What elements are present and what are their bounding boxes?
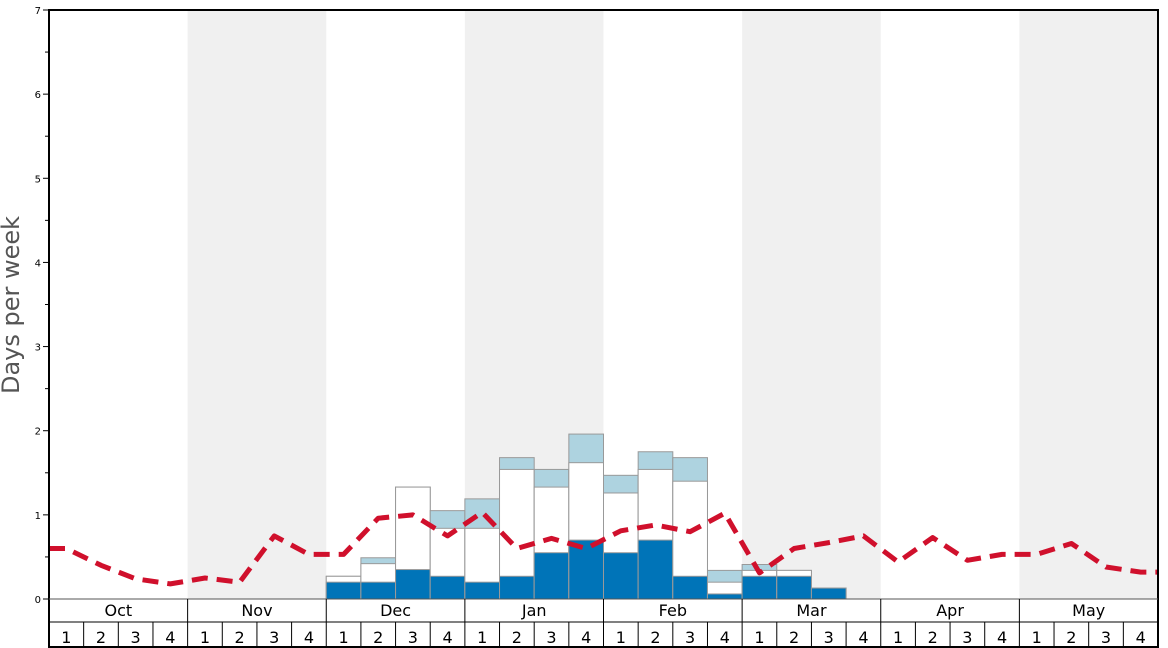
week-label: 2 <box>789 628 799 647</box>
week-label: 1 <box>200 628 210 647</box>
bar-dark <box>672 575 708 600</box>
month-band <box>742 10 881 599</box>
week-label: 2 <box>235 628 245 647</box>
bar-dark <box>429 575 466 600</box>
bar-dark <box>637 539 674 600</box>
week-label: 4 <box>1136 628 1146 647</box>
week-label: 2 <box>1066 628 1076 647</box>
month-label: Nov <box>241 601 272 620</box>
y-tick-label: 7 <box>35 6 41 17</box>
week-label: 4 <box>442 628 452 647</box>
y-tick-label: 5 <box>35 174 41 185</box>
y-tick-label: 1 <box>35 511 41 522</box>
y-tick-label: 2 <box>35 427 41 438</box>
month-label: Mar <box>796 601 827 620</box>
bar-dark <box>810 587 847 600</box>
month-label: Feb <box>659 601 687 620</box>
bar-dark <box>395 569 431 600</box>
week-label: 2 <box>373 628 383 647</box>
week-label: 3 <box>269 628 279 647</box>
month-bands <box>187 10 1158 599</box>
y-tick-label: 4 <box>35 258 41 269</box>
average-line-group <box>49 509 1158 587</box>
week-label: 4 <box>304 628 314 647</box>
week-label: 1 <box>616 628 626 647</box>
month-label: Jan <box>521 601 547 620</box>
bar-dark <box>776 575 812 600</box>
month-band <box>1019 10 1158 599</box>
axes: 0 1 2 3 4 5 6 7 Oct Nov Dec Jan Feb Mar Apr May 1 2 3 4 1 2 3 4… <box>35 6 1159 648</box>
y-tick-label: 0 <box>35 595 41 606</box>
week-label: 1 <box>338 628 348 647</box>
week-label: 3 <box>546 628 556 647</box>
week-label: 4 <box>858 628 868 647</box>
week-label: 1 <box>754 628 764 647</box>
bars <box>325 433 847 600</box>
month-band <box>187 10 327 599</box>
week-label: 3 <box>962 628 972 647</box>
bar-dark <box>464 581 501 600</box>
week-label: 1 <box>893 628 903 647</box>
y-tick-label: 6 <box>35 90 41 101</box>
week-label: 4 <box>581 628 591 647</box>
week-label: 4 <box>997 628 1007 647</box>
average-line <box>49 509 1158 587</box>
week-label: 4 <box>165 628 175 647</box>
week-label: 4 <box>720 628 730 647</box>
week-label: 3 <box>824 628 834 647</box>
week-label: 2 <box>928 628 938 647</box>
bar-dark <box>706 593 743 600</box>
week-label: 3 <box>408 628 418 647</box>
week-label: 3 <box>1101 628 1111 647</box>
bar-dark <box>568 539 604 600</box>
month-label: May <box>1072 601 1105 620</box>
month-label: Oct <box>104 601 132 620</box>
week-label: 1 <box>477 628 487 647</box>
month-label: Dec <box>380 601 411 620</box>
week-label: 2 <box>512 628 522 647</box>
month-label: Apr <box>936 601 964 620</box>
week-label: 1 <box>61 628 71 647</box>
bar-dark <box>360 581 397 600</box>
bar-dark <box>533 552 570 600</box>
week-label: 1 <box>1032 628 1042 647</box>
y-axis-label: Days per week <box>0 216 25 394</box>
bar-dark <box>499 575 535 600</box>
y-tick-label: 3 <box>35 343 41 354</box>
week-label: 2 <box>96 628 106 647</box>
week-label: 3 <box>131 628 141 647</box>
bar-dark <box>741 575 778 600</box>
bar-dark <box>325 581 362 600</box>
week-label: 3 <box>685 628 695 647</box>
bar-dark <box>603 552 639 600</box>
week-label: 2 <box>650 628 660 647</box>
